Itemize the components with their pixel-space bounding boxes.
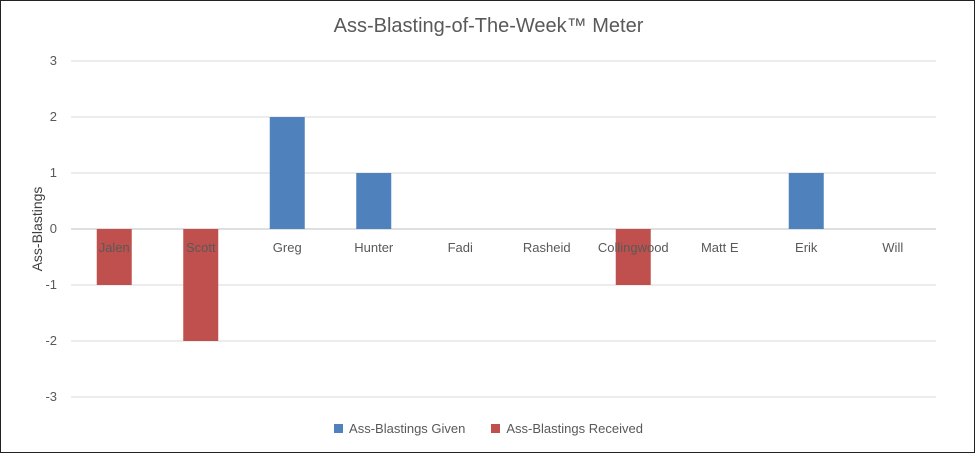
category-labels: Jalen Scott Greg Hunter Fadi Rasheid Collingwo… bbox=[99, 240, 904, 255]
legend-label-received: Ass-Blastings Received bbox=[506, 421, 643, 436]
legend-swatch-received bbox=[491, 424, 501, 433]
legend-label-given: Ass-Blastings Given bbox=[349, 421, 466, 436]
category-label: Erik bbox=[795, 240, 818, 255]
y-tick-label: 0 bbox=[50, 221, 57, 236]
y-tick-label: -2 bbox=[45, 333, 57, 348]
bar-given-hunter bbox=[356, 173, 392, 229]
bar-given-greg bbox=[269, 117, 305, 229]
bar-received-jalen bbox=[96, 229, 132, 285]
bar-given-erik bbox=[788, 173, 824, 229]
category-label: Hunter bbox=[354, 240, 394, 255]
category-label: Fadi bbox=[448, 240, 473, 255]
category-label: Rasheid bbox=[523, 240, 571, 255]
chart-title: Ass-Blasting-of-The-Week™ Meter bbox=[333, 15, 644, 37]
y-tick-label: -1 bbox=[45, 277, 57, 292]
y-tick-label: 1 bbox=[50, 165, 57, 180]
bars bbox=[96, 117, 824, 341]
category-label: Jalen bbox=[99, 240, 130, 255]
category-label: Scott bbox=[186, 240, 216, 255]
category-label: Matt E bbox=[701, 240, 739, 255]
y-tick-label: -3 bbox=[45, 389, 57, 404]
legend-item-received: Ass-Blastings Received bbox=[491, 421, 643, 436]
legend-item-given: Ass-Blastings Given bbox=[334, 421, 465, 436]
bar-received-scott bbox=[183, 229, 219, 341]
y-tick-label: 3 bbox=[50, 53, 57, 68]
legend-swatch-given bbox=[334, 424, 344, 433]
category-label: Collingwood bbox=[598, 240, 669, 255]
y-tick-label: 2 bbox=[50, 109, 57, 124]
category-label: Greg bbox=[273, 240, 302, 255]
y-tick-labels: 3 2 1 0 -1 -2 -3 bbox=[45, 53, 57, 404]
bar-received-collingwood bbox=[615, 229, 651, 285]
legend: Ass-Blastings Given Ass-Blastings Receiv… bbox=[1, 421, 975, 436]
category-label: Will bbox=[882, 240, 903, 255]
